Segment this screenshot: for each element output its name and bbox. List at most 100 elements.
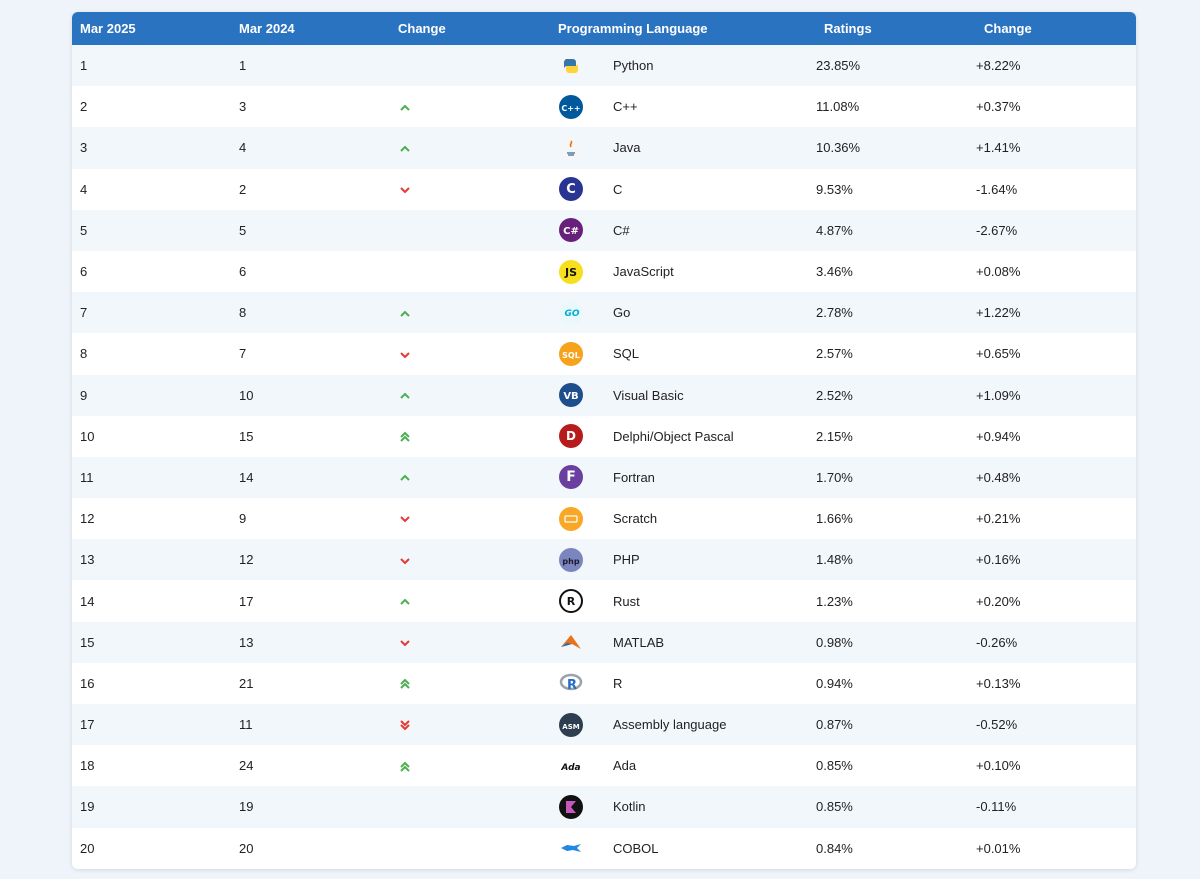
rating-change: +0.08% (976, 264, 1021, 280)
svg-text:C++: C++ (561, 104, 580, 113)
language-name[interactable]: Assembly language (613, 717, 727, 733)
language-logo: ASM (550, 712, 613, 738)
language-logo: VB (550, 382, 613, 408)
language-name[interactable]: Go (613, 305, 631, 321)
rank-2024: 4 (239, 140, 247, 156)
language-name[interactable]: Kotlin (613, 799, 646, 815)
rating-value: 9.53% (816, 181, 853, 197)
language-name[interactable]: SQL (613, 346, 640, 362)
arrow-up-icon (398, 429, 412, 444)
ranking-table: Mar 2025 Mar 2024 Change Programming Lan… (72, 12, 1136, 869)
table-row: 12 9 Scratch 1.66% +0.21% (72, 498, 1136, 540)
table-row: 18 24 Ada Ada 0.85% +0.10% (72, 745, 1136, 787)
language-name[interactable]: JavaScript (613, 264, 674, 280)
rank-change (390, 634, 550, 650)
rating-value: 1.70% (816, 469, 853, 485)
rating-change: +8.22% (976, 58, 1021, 74)
language-name[interactable]: Python (613, 58, 654, 74)
rank-change (390, 429, 550, 445)
rank-2024: 9 (239, 511, 247, 527)
rank-2024: 12 (239, 552, 254, 568)
language-name[interactable]: Java (613, 140, 641, 156)
rank-change (390, 305, 550, 321)
delphi-logo-icon: D (558, 424, 584, 449)
cobol-logo-icon (558, 840, 584, 855)
rank-2025: 19 (80, 799, 95, 815)
language-name[interactable]: C# (613, 222, 630, 238)
rating-value: 0.85% (816, 758, 853, 774)
rank-2024: 5 (239, 222, 247, 238)
arrow-down-icon (398, 181, 412, 196)
rating-value: 0.85% (816, 799, 853, 815)
rank-2024: 17 (239, 593, 254, 609)
rank-change (390, 387, 550, 403)
svg-text:R: R (567, 678, 577, 693)
language-logo: C++ (550, 94, 613, 120)
language-name[interactable]: Ada (613, 758, 637, 774)
language-name[interactable]: MATLAB (613, 634, 665, 650)
rank-change (390, 470, 550, 486)
table-row: 4 2 C C 9.53% -1.64% (72, 168, 1136, 210)
svg-text:R: R (567, 595, 576, 608)
rank-2024: 1 (239, 58, 247, 74)
table-row: 20 20 COBOL 0.84% +0.01% (72, 827, 1136, 869)
table-row: 5 5 C# C# 4.87% -2.67% (72, 209, 1136, 251)
language-logo: R (550, 588, 613, 614)
rating-value: 0.94% (816, 675, 853, 691)
language-logo (550, 506, 613, 532)
rank-2024: 10 (239, 387, 254, 403)
rating-value: 1.48% (816, 552, 853, 568)
language-name[interactable]: PHP (613, 552, 640, 568)
language-logo (550, 794, 613, 820)
arrow-up-icon (398, 758, 412, 773)
arrow-up-icon (398, 387, 412, 402)
table-row: 1 1 Python 23.85% +8.22% (72, 45, 1136, 87)
header-mar-2024[interactable]: Mar 2024 (239, 21, 295, 36)
rank-change (390, 717, 550, 733)
header-ratings[interactable]: Ratings (824, 21, 872, 36)
language-name[interactable]: Delphi/Object Pascal (613, 428, 734, 444)
rating-value: 23.85% (816, 58, 861, 74)
arrow-down-icon (398, 511, 412, 526)
language-name[interactable]: Scratch (613, 511, 658, 527)
rank-2024: 2 (239, 181, 247, 197)
table-row: 10 15 D Delphi/Object Pascal 2.15% +0.94% (72, 415, 1136, 457)
language-name[interactable]: COBOL (613, 840, 659, 856)
rating-change: -0.26% (976, 634, 1018, 650)
language-name[interactable]: Fortran (613, 469, 655, 485)
rank-2025: 8 (80, 346, 88, 362)
header-change-percent[interactable]: Change (984, 21, 1032, 36)
svg-text:F: F (566, 469, 576, 485)
language-name[interactable]: Visual Basic (613, 387, 684, 403)
header-change[interactable]: Change (398, 21, 446, 36)
rating-value: 1.23% (816, 593, 853, 609)
table-row: 17 11 ASM Assembly language 0.87% -0.52% (72, 704, 1136, 746)
table-row: 14 17 R Rust 1.23% +0.20% (72, 580, 1136, 622)
rating-value: 2.57% (816, 346, 853, 362)
language-logo: SQL (550, 341, 613, 367)
header-mar-2025[interactable]: Mar 2025 (80, 21, 136, 36)
rank-change (390, 181, 550, 197)
language-name[interactable]: C++ (613, 99, 638, 115)
svg-text:C: C (566, 182, 576, 197)
rank-change (390, 593, 550, 609)
rank-2024: 14 (239, 469, 254, 485)
rating-value: 4.87% (816, 222, 853, 238)
rating-value: 2.78% (816, 305, 853, 321)
rank-2025: 4 (80, 181, 88, 197)
go-logo-icon: GO (558, 300, 584, 325)
language-name[interactable]: R (613, 675, 623, 691)
table-row: 7 8 GO Go 2.78% +1.22% (72, 292, 1136, 334)
language-logo: C# (550, 217, 613, 243)
header-programming-language[interactable]: Programming Language (558, 21, 708, 36)
table-header: Mar 2025 Mar 2024 Change Programming Lan… (72, 12, 1136, 45)
language-name[interactable]: Rust (613, 593, 640, 609)
arrow-up-icon (398, 305, 412, 320)
rating-change: +0.48% (976, 469, 1021, 485)
table-row: 11 14 F Fortran 1.70% +0.48% (72, 456, 1136, 499)
rating-value: 1.66% (816, 511, 853, 527)
language-logo: JS (550, 259, 613, 285)
language-name[interactable]: C (613, 181, 623, 197)
rank-2024: 15 (239, 428, 254, 444)
arrow-down-icon (398, 346, 412, 361)
